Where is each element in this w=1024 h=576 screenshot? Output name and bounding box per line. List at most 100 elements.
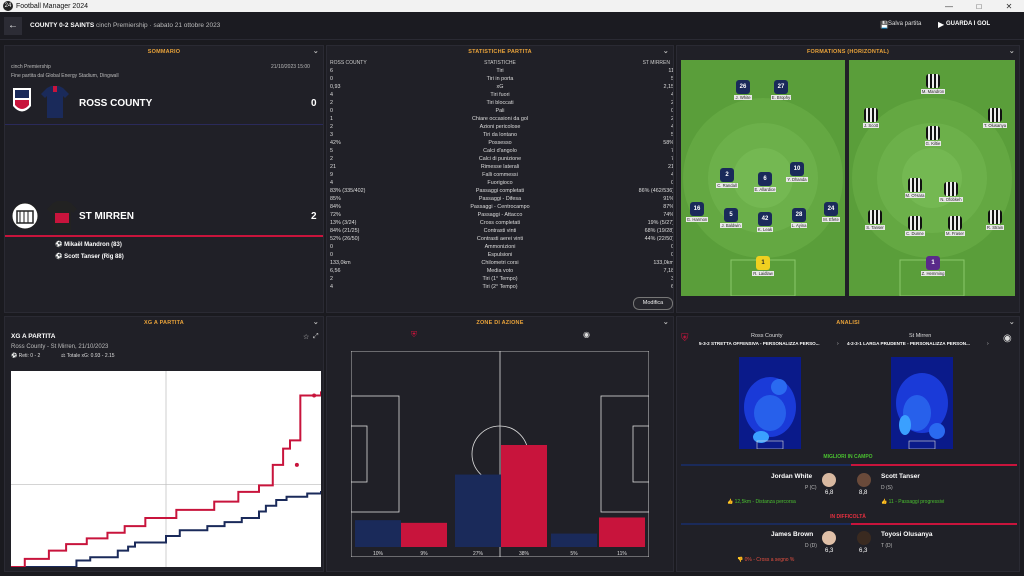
expand-icon[interactable]: ⤢ xyxy=(313,333,319,340)
stat-home: 2 xyxy=(330,276,333,282)
stat-row: 2 Calci di punizione 7 xyxy=(330,156,674,163)
star-icon[interactable]: ☆ xyxy=(303,334,310,341)
player-marker[interactable]: N. Ofobkeh xyxy=(938,182,964,203)
player-marker[interactable]: 2 C. Randall xyxy=(714,168,740,189)
stat-home: 42% xyxy=(330,140,341,146)
zones-header: ZONE DI AZIONE ⌄ xyxy=(327,317,673,329)
player-shirt xyxy=(926,126,940,140)
stat-home: 85% xyxy=(330,196,341,202)
stat-away: 2 xyxy=(671,100,674,106)
chevron-right-icon[interactable]: › xyxy=(987,341,989,347)
back-button[interactable]: ← xyxy=(4,16,22,35)
stat-home: 4 xyxy=(330,92,333,98)
chevron-down-icon[interactable]: ⌄ xyxy=(662,319,669,326)
player-marker[interactable]: R. Strain xyxy=(982,210,1008,231)
zone-bar xyxy=(501,445,547,547)
player-marker[interactable]: 1 R. Laidlaw xyxy=(750,256,776,277)
analysis-home-formation[interactable]: 5-3-2 STRETTA OFFENSIVA - PERSONALIZZA P… xyxy=(699,341,820,346)
stat-away: 7 xyxy=(671,148,674,154)
stat-away: 7 xyxy=(671,156,674,162)
player-marker[interactable]: 6 E. Allardice xyxy=(752,172,778,193)
chevron-down-icon[interactable]: ⌄ xyxy=(312,48,319,55)
player-marker[interactable]: G. Kiltie xyxy=(920,126,946,147)
player-name: E. Allardice xyxy=(753,187,777,192)
xg-line-ross-county xyxy=(11,491,321,567)
stat-away: 0 xyxy=(671,108,674,114)
player-shirt xyxy=(948,216,962,230)
scorer-name[interactable]: Scott Tanser (Rig 88) xyxy=(64,254,124,260)
summary-date: 21/10/2023 15:00 xyxy=(271,64,310,70)
xg-panel: XG A PARTITA ⌄ XG A PARTITA ☆ ⤢ Ross Coun… xyxy=(4,316,324,572)
away-team-name[interactable]: ST MIRREN xyxy=(79,211,134,222)
player-marker[interactable]: M. Fraser xyxy=(942,216,968,237)
analysis-panel: ANALISI ⌄ ⛨ ◉ Ross County 5-3-2 STRETTA O… xyxy=(676,316,1020,572)
col-home: ROSS COUNTY xyxy=(330,60,367,66)
modify-button[interactable]: Modifica xyxy=(633,297,673,310)
close-icon[interactable]: ✕ xyxy=(1005,1,1013,11)
worst-away-name[interactable]: Toyosi Olusanya xyxy=(881,531,933,538)
maximize-icon[interactable]: □ xyxy=(976,1,982,11)
player-marker[interactable]: 10 Y. Dhanda xyxy=(784,162,810,183)
chevron-down-icon[interactable]: ⌄ xyxy=(1008,319,1015,326)
window-title: Football Manager 2024 xyxy=(16,2,88,10)
home-crest-icon: ⛨ xyxy=(681,333,689,344)
match-header: ← COUNTY 0-2 SAINTS cinch Premiership · … xyxy=(0,12,1024,40)
action-zones-chart: 10% 9% 27% 38% 5% 11% xyxy=(351,351,649,557)
goal-marker xyxy=(312,393,317,398)
stat-row: 4 Fuorigioco 0 xyxy=(330,180,673,187)
worst-away-rating: 6,3 xyxy=(859,548,868,554)
player-marker[interactable]: M. Mandron xyxy=(920,74,946,95)
worst-home-name[interactable]: James Brown xyxy=(771,531,814,538)
formations-panel: FORMATIONS (HORIZONTAL) ⌄ 26 J. White 27 E. … xyxy=(676,45,1020,313)
player-marker[interactable]: S. Tanser xyxy=(862,210,888,231)
minimize-icon[interactable]: — xyxy=(945,1,953,11)
player-shirt: 27 xyxy=(774,80,788,94)
best-away-name[interactable]: Scott Tanser xyxy=(881,473,920,480)
stat-home: 0 xyxy=(330,244,333,250)
goal-marker xyxy=(294,462,299,467)
player-marker[interactable]: M. O'Hara xyxy=(902,178,928,199)
stat-label: Pali xyxy=(495,108,505,114)
stat-row: 0 Pali 0 xyxy=(330,108,674,115)
player-marker[interactable]: 27 E. Brophy xyxy=(768,80,794,101)
fm-logo-icon: 24 xyxy=(3,1,13,11)
player-name: K. Leak xyxy=(756,227,774,232)
chevron-down-icon[interactable]: ⌄ xyxy=(662,48,669,55)
competition-name: cinch Premiership xyxy=(95,22,148,29)
player-marker[interactable]: 24 M. Efete xyxy=(818,202,844,223)
stat-away: 11 xyxy=(668,68,674,74)
st-mirren-crest-icon xyxy=(11,201,39,231)
stat-label: Tiri in porta xyxy=(486,76,514,82)
player-marker[interactable]: T. Olusanya xyxy=(982,108,1008,129)
title-bar: 24 Football Manager 2024 — □ ✕ xyxy=(0,0,1024,12)
player-marker[interactable]: 26 J. White xyxy=(730,80,756,101)
player-marker[interactable]: 16 G. Harmon xyxy=(684,202,710,223)
chevron-down-icon[interactable]: ⌄ xyxy=(312,319,319,326)
player-marker[interactable]: 5 J. Baldwin xyxy=(718,208,744,229)
stat-row: 6 Tiri 11 xyxy=(330,68,674,75)
player-marker[interactable]: C. Dunne xyxy=(902,216,928,237)
stat-label: Fuorigioco xyxy=(487,180,513,186)
worst-home-rating: 6,3 xyxy=(825,548,834,554)
away-kit-icon xyxy=(47,201,77,233)
stat-label: Passaggi completati xyxy=(475,188,525,194)
watch-goals-button[interactable]: GUARDA I GOL xyxy=(946,21,991,27)
home-crest-icon: ⛨ xyxy=(411,330,417,339)
player-marker[interactable]: 1 Z. Hemming xyxy=(920,256,946,277)
best-home-name[interactable]: Jordan White xyxy=(771,473,813,480)
stat-row: 84% Passaggi - Centrocampo 87% xyxy=(330,204,673,211)
player-marker[interactable]: 42 K. Leak xyxy=(752,212,778,233)
chevron-right-icon[interactable]: › xyxy=(837,341,839,347)
scorer-name[interactable]: Mikaël Mandron (83) xyxy=(64,242,122,248)
stat-row: 42% Possesso 58% xyxy=(330,140,673,147)
analysis-away-formation[interactable]: 4-2-3-1 LARGA PRUDENTE - PERSONALIZZA PE… xyxy=(847,341,970,346)
player-marker[interactable]: J. Scott xyxy=(858,108,884,129)
chevron-down-icon[interactable]: ⌄ xyxy=(1008,48,1015,55)
player-marker[interactable]: 28 L. Ayina xyxy=(786,208,812,229)
save-match-button[interactable]: Salva partita xyxy=(888,21,922,27)
stat-home: 133,0km xyxy=(330,260,351,266)
stat-row: 0 Ammonizioni 0 xyxy=(330,244,673,251)
stat-away: 5 xyxy=(671,132,674,138)
divider xyxy=(681,464,1017,466)
home-team-name[interactable]: ROSS COUNTY xyxy=(79,98,153,109)
